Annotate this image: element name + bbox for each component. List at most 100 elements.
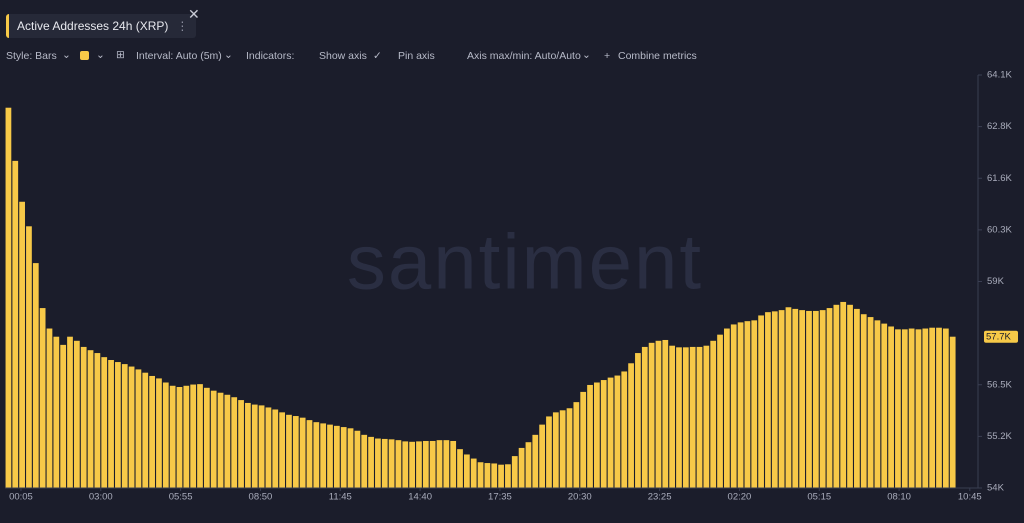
bar xyxy=(881,323,888,488)
bar xyxy=(463,454,470,488)
show-axis-check[interactable]: ✓ xyxy=(373,50,382,62)
bar xyxy=(662,339,669,488)
y-tick-label: 56.5K xyxy=(987,379,1012,390)
bar xyxy=(874,320,881,488)
bar xyxy=(833,304,840,488)
bar xyxy=(26,226,32,488)
bar xyxy=(751,320,758,488)
x-tick-label: 20:30 xyxy=(568,492,592,503)
bar xyxy=(162,382,169,488)
indicators-select[interactable]: Indicators: xyxy=(246,50,295,62)
color-swatch[interactable] xyxy=(80,51,89,60)
watermark: santiment xyxy=(347,218,703,306)
bar xyxy=(730,324,737,488)
plus-icon: + xyxy=(604,50,611,62)
bar xyxy=(539,424,546,488)
close-button[interactable]: ✕ xyxy=(188,6,200,22)
bar xyxy=(669,345,676,488)
bar xyxy=(888,326,894,488)
bar xyxy=(942,328,949,488)
bar xyxy=(210,390,217,488)
bar xyxy=(94,353,101,488)
x-tick-label: 17:35 xyxy=(488,492,512,503)
bar xyxy=(306,420,313,488)
bar xyxy=(395,440,402,488)
bar xyxy=(265,407,272,488)
bar xyxy=(628,363,634,488)
bar xyxy=(340,427,347,488)
bar xyxy=(737,322,744,488)
bar xyxy=(525,442,532,488)
bar xyxy=(477,462,484,488)
combine-metrics[interactable]: Combine metrics xyxy=(618,50,697,62)
x-tick-label: 10:45 xyxy=(958,492,982,503)
bar xyxy=(402,441,409,488)
bar xyxy=(121,364,128,488)
bar xyxy=(156,378,162,488)
bar xyxy=(594,382,600,488)
bar xyxy=(333,425,340,488)
color-chevron: ⌄ xyxy=(96,49,105,61)
axis-max-min[interactable]: Axis max/min: Auto/Auto xyxy=(467,50,581,62)
bar xyxy=(87,350,94,488)
bar xyxy=(388,439,395,488)
bar xyxy=(436,440,443,488)
bar xyxy=(361,434,368,488)
bar xyxy=(532,434,539,488)
bar xyxy=(566,408,573,488)
bar xyxy=(895,329,901,488)
bar xyxy=(203,387,210,488)
bar xyxy=(484,463,491,488)
bar xyxy=(936,327,942,488)
bar xyxy=(5,107,12,489)
chart-title: Active Addresses 24h (XRP) xyxy=(17,19,169,33)
y-tick-label: 59K xyxy=(987,276,1005,287)
menu-dots[interactable]: ⋮ xyxy=(176,19,189,33)
bar xyxy=(272,409,279,488)
bar xyxy=(771,311,778,488)
bar xyxy=(792,308,799,488)
interval-chevron: ⌄ xyxy=(224,49,233,61)
bar xyxy=(409,441,416,488)
show-axis[interactable]: Show axis xyxy=(319,50,367,62)
bar xyxy=(573,402,580,488)
x-tick-label: 00:05 xyxy=(9,492,33,503)
bar xyxy=(546,416,552,488)
bar xyxy=(190,384,197,488)
bar xyxy=(354,430,361,488)
bar xyxy=(655,340,662,488)
last-value-label: 57.7K xyxy=(986,332,1011,343)
bar xyxy=(32,263,39,488)
bar xyxy=(347,428,354,488)
bar xyxy=(621,371,628,488)
bar xyxy=(67,336,73,488)
interval-select[interactable]: Interval: Auto (5m) xyxy=(136,50,222,62)
bar xyxy=(498,464,504,488)
bar xyxy=(518,447,525,488)
bar xyxy=(217,392,224,488)
bar xyxy=(676,347,682,488)
bar xyxy=(812,310,819,488)
y-tick-label: 55.2K xyxy=(987,431,1012,442)
pin-axis[interactable]: Pin axis xyxy=(398,50,435,62)
bar xyxy=(600,380,607,488)
y-tick-label: 54K xyxy=(987,483,1005,494)
bar xyxy=(183,385,190,488)
bar xyxy=(292,416,299,488)
bar xyxy=(901,329,908,488)
bar xyxy=(320,423,327,488)
bar xyxy=(648,342,655,488)
bar xyxy=(224,394,231,488)
bar xyxy=(867,317,874,488)
bar xyxy=(19,201,25,488)
bar xyxy=(142,372,149,488)
metric-chip[interactable]: Active Addresses 24h (XRP) ⋮ xyxy=(6,14,197,38)
bar xyxy=(457,449,463,488)
style-chevron: ⌄ xyxy=(62,49,71,61)
bar xyxy=(860,314,867,488)
bar xyxy=(149,375,155,488)
bar xyxy=(416,441,422,488)
x-tick-label: 08:50 xyxy=(249,492,273,503)
style-select[interactable]: Style: Bars xyxy=(6,50,57,62)
